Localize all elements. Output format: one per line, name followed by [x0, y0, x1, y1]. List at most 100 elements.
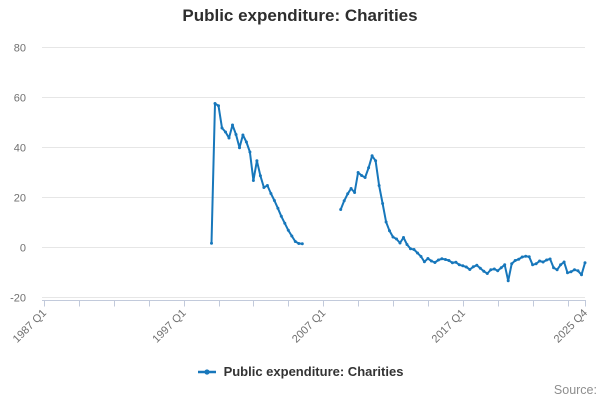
data-point	[286, 228, 290, 232]
data-point	[552, 266, 556, 270]
data-point	[562, 260, 566, 264]
data-point	[258, 174, 262, 178]
data-point	[248, 150, 252, 154]
data-point	[499, 266, 503, 270]
data-point	[238, 146, 241, 150]
data-point	[272, 199, 276, 202]
legend: Public expenditure: Charities	[0, 364, 600, 379]
data-point	[377, 184, 381, 187]
data-point	[276, 206, 280, 210]
data-point	[342, 199, 346, 203]
data-point	[531, 263, 535, 267]
data-point	[384, 220, 388, 224]
y-tick-label: -20	[10, 293, 26, 305]
data-point	[265, 184, 269, 187]
x-tick-label: 1987 Q1	[11, 307, 49, 345]
data-point	[436, 258, 440, 262]
data-point	[580, 273, 583, 277]
y-tick-label: 20	[14, 193, 26, 205]
data-point	[227, 136, 231, 140]
data-point	[346, 192, 350, 196]
data-point	[559, 263, 563, 267]
y-tick-label: 80	[14, 43, 26, 55]
data-point	[433, 261, 437, 264]
data-point	[440, 257, 444, 261]
data-point	[506, 279, 510, 283]
data-point	[234, 133, 238, 136]
data-point	[409, 247, 412, 251]
data-point	[489, 268, 493, 272]
data-point	[416, 251, 419, 255]
data-point	[478, 266, 482, 270]
data-point	[485, 272, 489, 275]
data-point	[395, 237, 398, 241]
y-tick-label: 40	[14, 143, 26, 155]
data-point	[279, 214, 283, 218]
chart-title: Public expenditure: Charities	[182, 6, 418, 25]
data-point	[269, 192, 273, 195]
x-tick-label: 1997 Q1	[150, 307, 188, 345]
data-point	[241, 133, 245, 137]
data-point	[482, 269, 486, 273]
series-line[interactable]	[339, 154, 586, 282]
data-point	[297, 242, 301, 245]
data-point	[569, 270, 573, 274]
legend-label: Public expenditure: Charities	[223, 364, 404, 379]
data-point	[405, 243, 409, 246]
data-point	[548, 257, 552, 261]
data-point	[251, 179, 255, 182]
data-point	[293, 240, 297, 243]
data-point	[443, 258, 447, 261]
data-point	[492, 267, 496, 271]
data-point	[231, 123, 234, 127]
data-point	[255, 159, 259, 163]
x-tick-label: 2007 Q1	[290, 307, 328, 345]
data-point	[412, 248, 416, 251]
data-point	[454, 260, 458, 264]
data-point	[370, 154, 374, 158]
data-point	[391, 235, 395, 239]
x-tick-label: 2025 Q4	[552, 307, 590, 345]
data-point	[213, 102, 217, 105]
data-point	[290, 234, 294, 238]
data-point	[468, 268, 472, 271]
data-point	[573, 268, 576, 272]
data-point	[374, 159, 378, 163]
data-point	[356, 171, 360, 174]
data-point	[447, 259, 451, 262]
data-point	[402, 236, 405, 239]
data-point	[388, 229, 391, 233]
data-point	[339, 208, 343, 211]
data-point	[426, 257, 430, 260]
data-point	[471, 265, 475, 269]
data-point	[541, 260, 545, 264]
data-point	[464, 265, 468, 269]
data-point	[262, 186, 266, 189]
data-point	[367, 166, 371, 170]
data-point	[513, 259, 517, 262]
data-point	[283, 221, 287, 225]
series-line[interactable]	[210, 102, 304, 245]
data-point	[300, 242, 304, 246]
data-point	[503, 263, 507, 267]
data-point	[576, 269, 580, 273]
data-point	[475, 263, 479, 267]
data-point	[527, 255, 531, 259]
data-point	[419, 255, 423, 258]
data-point	[381, 202, 385, 205]
data-point	[457, 263, 461, 267]
data-point	[496, 269, 500, 273]
data-point	[545, 258, 549, 262]
data-point	[461, 264, 465, 268]
data-point	[517, 257, 521, 261]
data-point	[349, 187, 353, 190]
data-point	[520, 255, 524, 259]
data-point	[224, 130, 227, 134]
data-point	[450, 261, 454, 265]
y-tick-label: 0	[20, 243, 26, 255]
source-label: Source:	[553, 383, 597, 397]
data-point	[566, 271, 569, 275]
legend-item[interactable]: Public expenditure: Charities	[197, 364, 404, 379]
